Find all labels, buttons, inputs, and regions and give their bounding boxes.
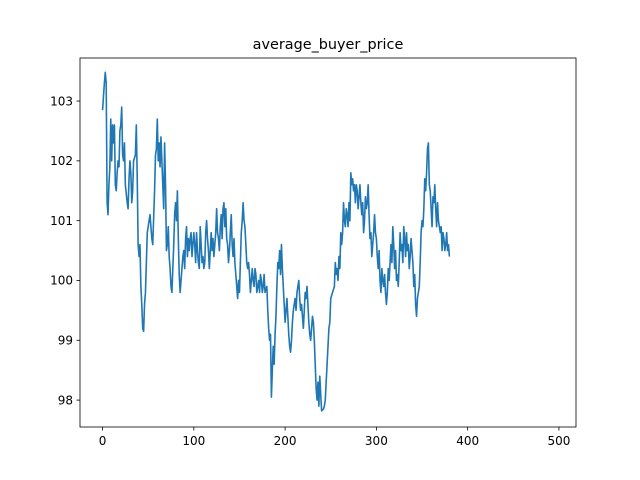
x-tick-label: 100 bbox=[182, 434, 205, 448]
x-tick-label: 400 bbox=[456, 434, 479, 448]
y-tick-label: 101 bbox=[50, 214, 73, 228]
axes-frame bbox=[79, 57, 577, 428]
x-tick-label: 0 bbox=[99, 434, 107, 448]
series-line-0 bbox=[101, 71, 451, 412]
x-tick-label: 500 bbox=[547, 434, 570, 448]
x-axis: 0 100 200 300 400 500 bbox=[99, 427, 570, 448]
y-tick-label: 100 bbox=[50, 274, 73, 288]
x-tick-label: 300 bbox=[365, 434, 388, 448]
y-tick-label: 98 bbox=[58, 393, 73, 407]
chart-title: average_buyer_price bbox=[253, 37, 404, 53]
x-tick-label: 200 bbox=[274, 434, 297, 448]
plot-area bbox=[101, 71, 451, 412]
y-axis: 98 99 100 101 102 103 bbox=[50, 94, 80, 407]
y-tick-label: 102 bbox=[50, 154, 73, 168]
y-tick-label: 99 bbox=[58, 333, 73, 347]
y-tick-label: 103 bbox=[50, 94, 73, 108]
